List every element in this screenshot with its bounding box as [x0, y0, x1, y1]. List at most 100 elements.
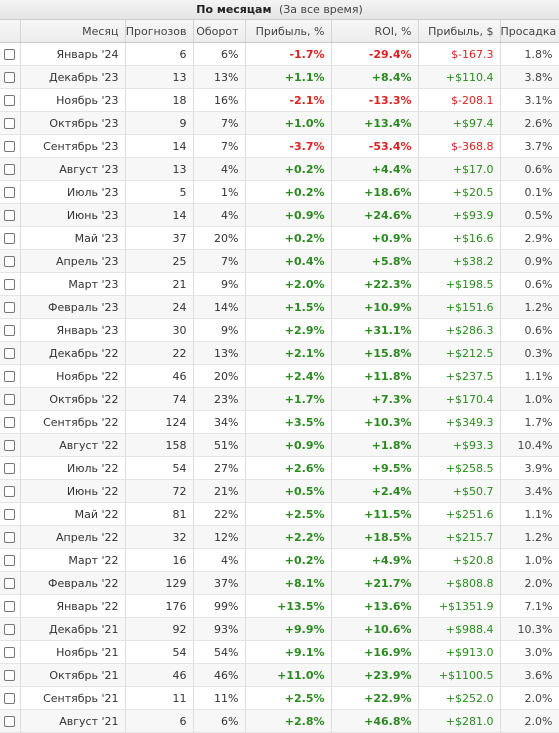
table-row: Ноябрь '23 18 16% -2.1% -13.3% $-208.1 3.1% — [0, 88, 559, 112]
row-checkbox[interactable] — [4, 210, 16, 221]
cell-month: Апрель '22 — [20, 525, 126, 549]
cell-profit-usd: +$110.4 — [418, 65, 501, 89]
row-checkbox[interactable] — [4, 325, 16, 336]
row-checkbox[interactable] — [4, 670, 16, 681]
cell-profit-pct: +13.5% — [245, 594, 332, 618]
row-checkbox[interactable] — [4, 509, 16, 520]
cell-turnover: 11% — [193, 686, 246, 710]
cell-profit-usd: $-208.1 — [418, 88, 501, 112]
cell-forecasts: 46 — [125, 364, 194, 388]
row-checkbox[interactable] — [4, 348, 16, 359]
cell-profit-usd: +$97.4 — [418, 111, 501, 135]
row-checkbox[interactable] — [4, 693, 16, 704]
table-row: Июнь '22 72 21% +0.5% +2.4% +$50.7 3.4% — [0, 479, 559, 503]
row-checkbox[interactable] — [4, 141, 16, 152]
column-header-profit-pct[interactable]: Прибыль, % — [245, 20, 332, 43]
column-header-drawdown[interactable]: Просадка — [500, 20, 559, 43]
row-checkbox[interactable] — [4, 302, 16, 313]
column-header-turnover[interactable]: Оборот — [193, 20, 246, 43]
cell-month: Ноябрь '23 — [20, 88, 126, 112]
cell-turnover: 4% — [193, 203, 246, 227]
cell-forecasts: 81 — [125, 502, 194, 526]
row-checkbox[interactable] — [4, 256, 16, 267]
cell-roi: +22.3% — [331, 272, 419, 296]
row-checkbox[interactable] — [4, 555, 16, 566]
cell-drawdown: 1.2% — [500, 525, 559, 549]
row-check-cell — [0, 295, 21, 319]
column-header-roi[interactable]: ROI, % — [331, 20, 419, 43]
row-checkbox[interactable] — [4, 532, 16, 543]
row-checkbox[interactable] — [4, 417, 16, 428]
row-checkbox[interactable] — [4, 486, 16, 497]
cell-roi: +16.9% — [331, 640, 419, 664]
cell-profit-usd: +$281.0 — [418, 709, 501, 733]
cell-profit-usd: $-167.3 — [418, 42, 501, 66]
row-checkbox[interactable] — [4, 118, 16, 129]
cell-profit-usd: +$251.6 — [418, 502, 501, 526]
table-row: Декабрь '21 92 93% +9.9% +10.6% +$988.4 10.3% — [0, 617, 559, 641]
cell-forecasts: 13 — [125, 65, 194, 89]
cell-forecasts: 124 — [125, 410, 194, 434]
row-check-cell — [0, 709, 21, 733]
row-check-cell — [0, 617, 21, 641]
row-checkbox[interactable] — [4, 601, 16, 612]
cell-roi: +11.8% — [331, 364, 419, 388]
cell-profit-pct: +1.5% — [245, 295, 332, 319]
cell-roi: +4.4% — [331, 157, 419, 181]
cell-profit-pct: +9.1% — [245, 640, 332, 664]
row-checkbox[interactable] — [4, 578, 16, 589]
cell-forecasts: 24 — [125, 295, 194, 319]
table-row: Март '23 21 9% +2.0% +22.3% +$198.5 0.6% — [0, 272, 559, 296]
row-checkbox[interactable] — [4, 233, 16, 244]
row-check-cell — [0, 226, 21, 250]
row-checkbox[interactable] — [4, 463, 16, 474]
row-checkbox[interactable] — [4, 279, 16, 290]
row-checkbox[interactable] — [4, 371, 16, 382]
row-checkbox[interactable] — [4, 49, 16, 60]
cell-turnover: 4% — [193, 548, 246, 572]
row-checkbox[interactable] — [4, 716, 16, 727]
cell-profit-usd: +$212.5 — [418, 341, 501, 365]
row-checkbox[interactable] — [4, 624, 16, 635]
cell-month: Март '22 — [20, 548, 126, 572]
row-checkbox[interactable] — [4, 394, 16, 405]
cell-turnover: 7% — [193, 111, 246, 135]
cell-profit-pct: +2.0% — [245, 272, 332, 296]
cell-profit-pct: +0.2% — [245, 157, 332, 181]
row-checkbox[interactable] — [4, 95, 16, 106]
cell-month: Февраль '22 — [20, 571, 126, 595]
row-check-cell — [0, 42, 21, 66]
row-check-cell — [0, 548, 21, 572]
cell-month: Январь '22 — [20, 594, 126, 618]
cell-profit-usd: +$252.0 — [418, 686, 501, 710]
cell-roi: +4.9% — [331, 548, 419, 572]
cell-profit-usd: +$151.6 — [418, 295, 501, 319]
row-checkbox[interactable] — [4, 187, 16, 198]
row-check-cell — [0, 180, 21, 204]
cell-turnover: 6% — [193, 42, 246, 66]
cell-profit-pct: +0.4% — [245, 249, 332, 273]
row-check-cell — [0, 364, 21, 388]
cell-profit-usd: +$237.5 — [418, 364, 501, 388]
row-checkbox[interactable] — [4, 647, 16, 658]
cell-forecasts: 176 — [125, 594, 194, 618]
row-checkbox[interactable] — [4, 72, 16, 83]
row-checkbox[interactable] — [4, 164, 16, 175]
column-header-month[interactable]: Месяц — [20, 20, 126, 43]
cell-profit-usd: +$93.9 — [418, 203, 501, 227]
cell-profit-pct: +2.4% — [245, 364, 332, 388]
cell-forecasts: 54 — [125, 640, 194, 664]
column-header-forecasts[interactable]: Прогнозов — [125, 20, 194, 43]
cell-drawdown: 2.0% — [500, 686, 559, 710]
row-check-cell — [0, 502, 21, 526]
cell-drawdown: 2.0% — [500, 571, 559, 595]
cell-month: Июль '23 — [20, 180, 126, 204]
cell-forecasts: 9 — [125, 111, 194, 135]
row-check-cell — [0, 410, 21, 434]
cell-forecasts: 21 — [125, 272, 194, 296]
row-checkbox[interactable] — [4, 440, 16, 451]
cell-forecasts: 32 — [125, 525, 194, 549]
column-header-profit-usd[interactable]: Прибыль, $ — [418, 20, 501, 43]
cell-forecasts: 25 — [125, 249, 194, 273]
